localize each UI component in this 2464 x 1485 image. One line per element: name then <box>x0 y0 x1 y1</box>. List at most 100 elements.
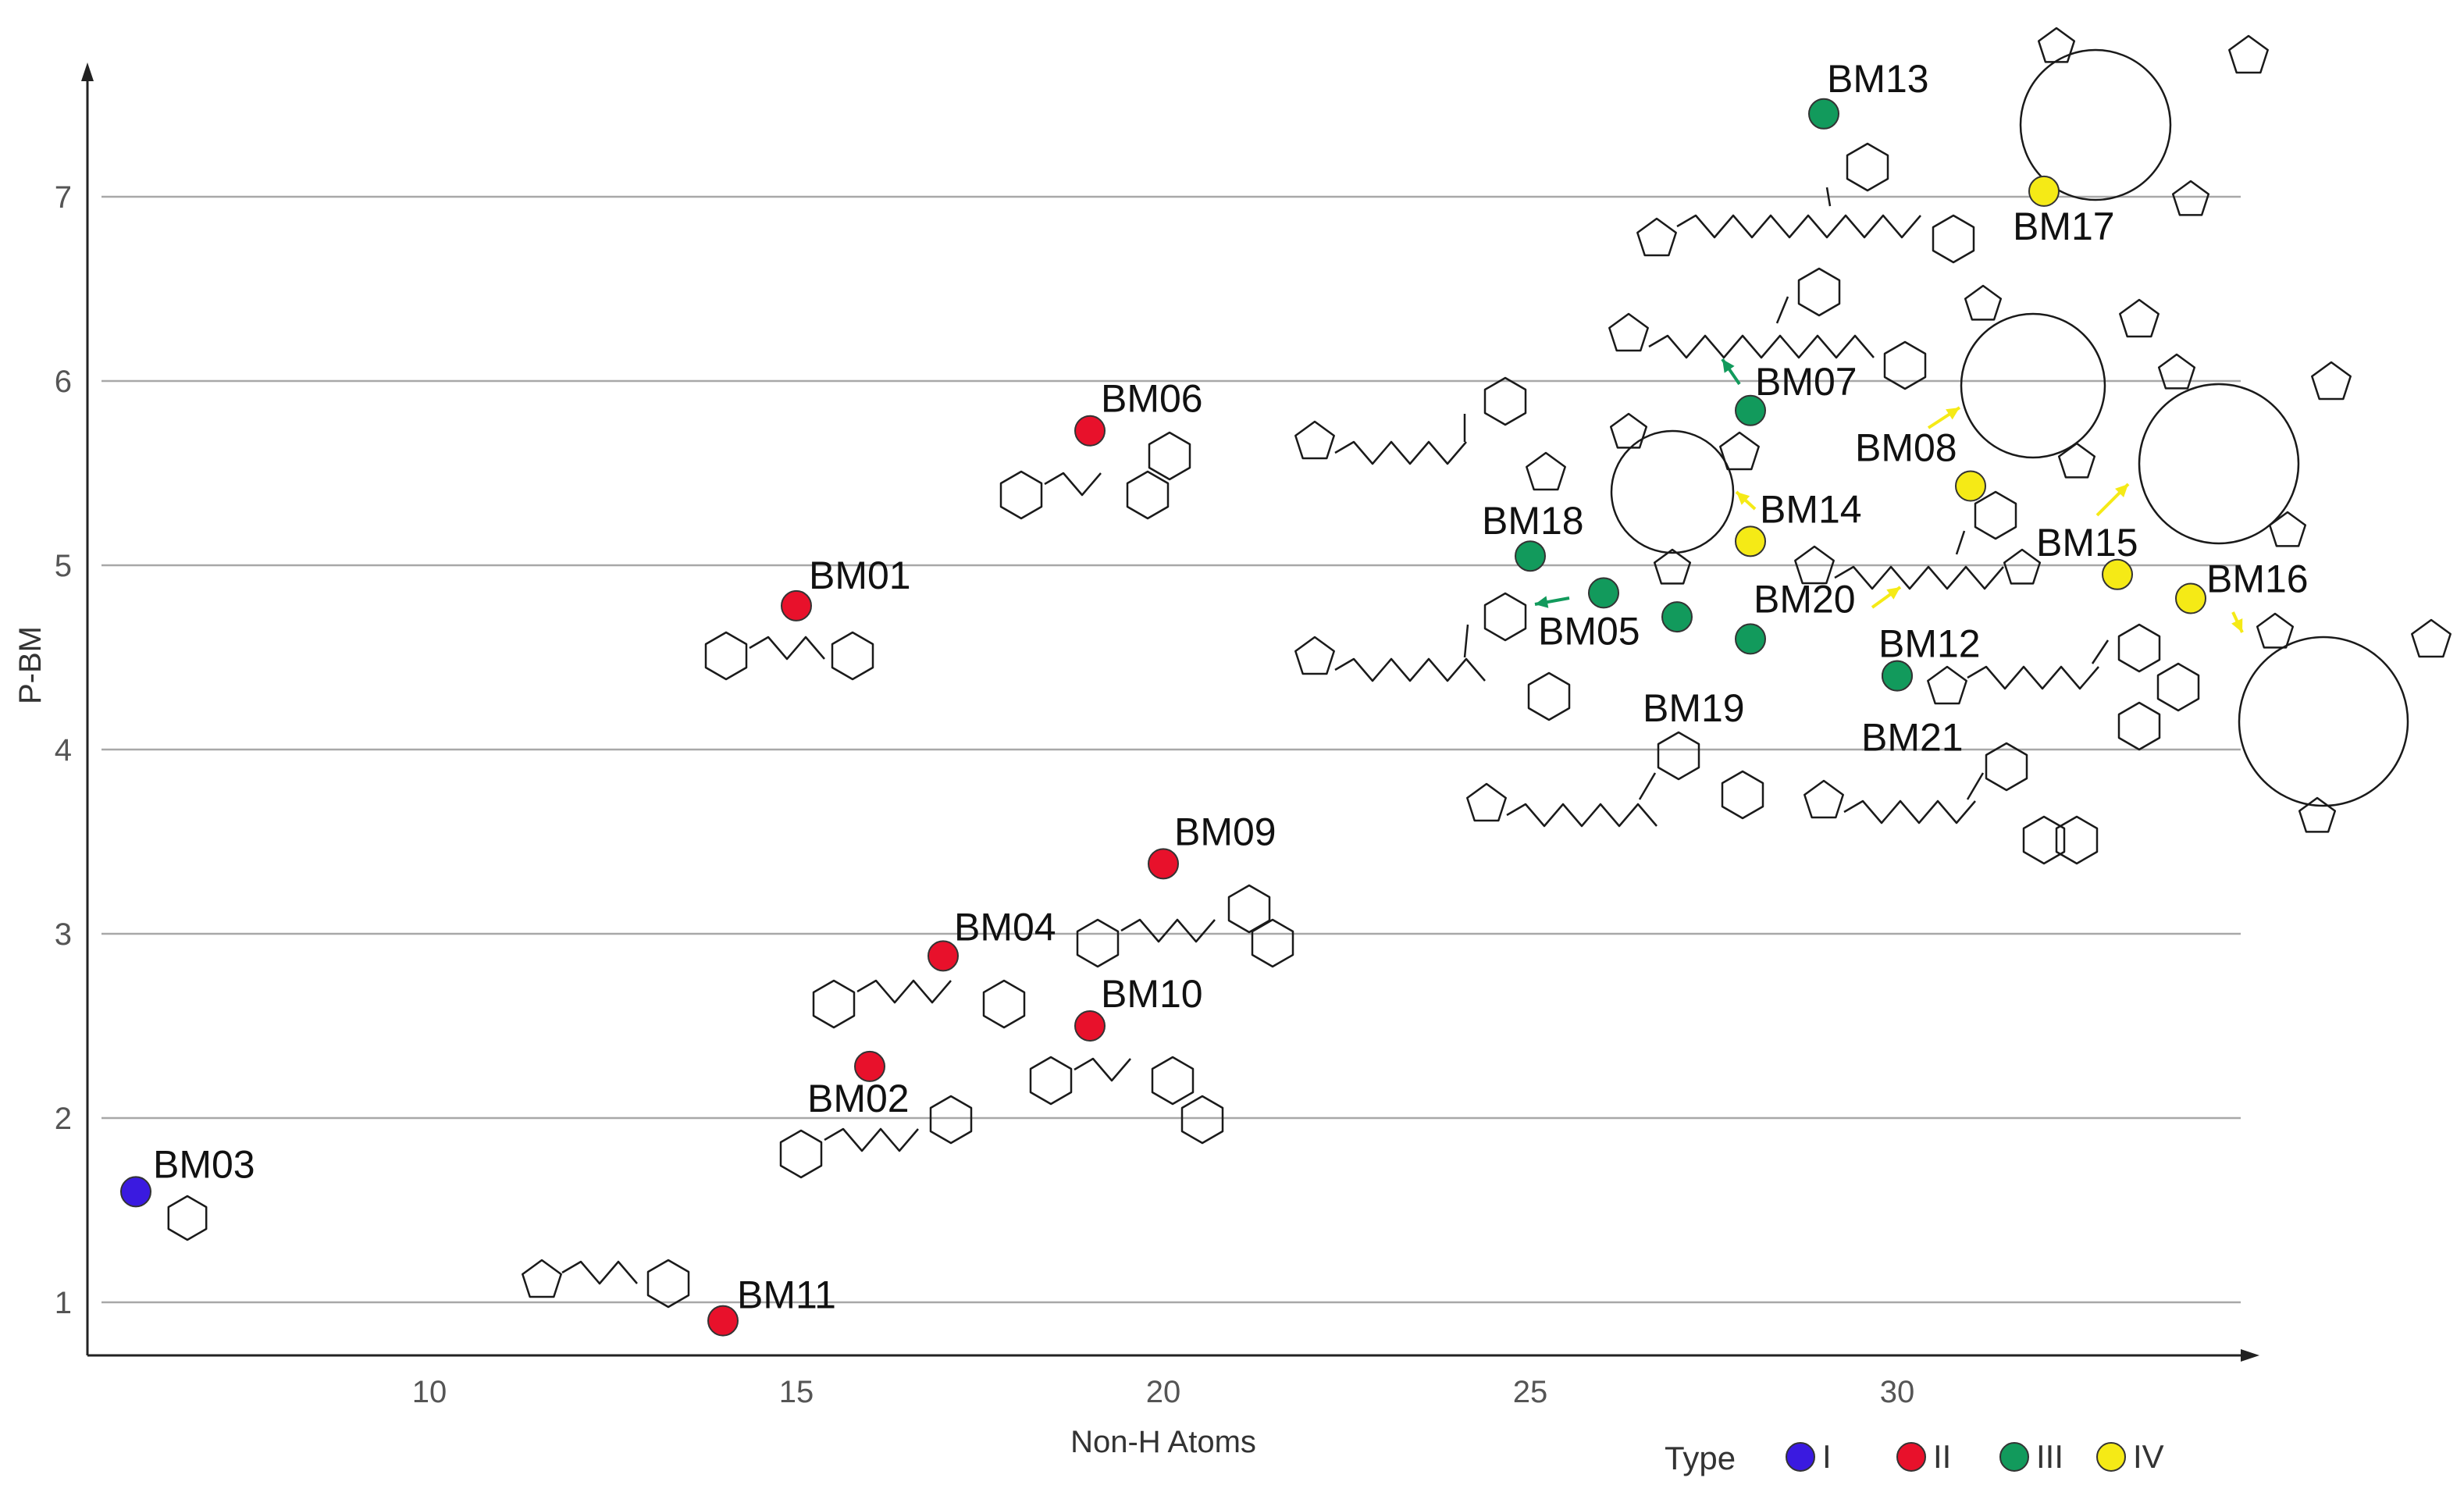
scatter-point <box>1148 848 1179 880</box>
hexagon-ring-icon <box>1974 490 2017 540</box>
hexagon-ring-icon <box>1029 1056 1073 1106</box>
point-label: BM03 <box>153 1142 255 1186</box>
bond-line <box>1775 296 1789 324</box>
pentagon-ring-icon <box>1608 312 1649 352</box>
pentagon-ring-icon <box>1803 779 1844 819</box>
legend: Type I II III IV <box>1665 1438 2164 1476</box>
alkyl-chain <box>1967 665 2099 690</box>
hexagon-ring-icon <box>167 1195 208 1241</box>
pentagon-ring-icon <box>2411 618 2452 658</box>
alkyl-chain <box>1334 657 1486 682</box>
bond-line <box>1825 187 1832 207</box>
hexagon-ring-icon <box>646 1259 690 1309</box>
point-label: BM07 <box>1755 360 1857 404</box>
scatter-point <box>1588 577 1619 609</box>
point-label: BM04 <box>954 905 1056 949</box>
scatter-point <box>1661 601 1693 633</box>
pentagon-ring-icon <box>2057 442 2096 479</box>
x-tick-label: 10 <box>412 1375 447 1409</box>
x-tick-label: 20 <box>1146 1375 1181 1409</box>
x-axis-arrowhead <box>2241 1349 2259 1362</box>
scatter-point <box>1808 98 1839 130</box>
alkyl-chain <box>749 636 825 661</box>
pentagon-ring-icon <box>1927 665 1967 705</box>
pointer-arrowhead <box>2115 484 2128 497</box>
x-tick-label: 25 <box>1513 1375 1548 1409</box>
pointer-arrowhead <box>2231 618 2243 632</box>
scatter-point <box>120 1176 151 1208</box>
bond-line <box>2091 639 2110 664</box>
hexagon-ring-icon <box>1527 671 1571 721</box>
hexagon-ring-icon <box>779 1129 823 1179</box>
point-label: BM19 <box>1643 686 1745 730</box>
hexagon-ring-icon <box>982 979 1026 1029</box>
y-axis-ticks: 1 2 3 4 5 6 7 <box>55 180 72 1320</box>
pentagon-ring-icon <box>2037 27 2076 63</box>
hexagon-ring-icon <box>1251 918 1294 968</box>
scatter-point <box>1882 660 1913 692</box>
point-label: BM21 <box>1861 716 1964 760</box>
scatter-point <box>1955 470 1986 502</box>
point-label: BM15 <box>2036 521 2138 564</box>
alkyl-chain <box>1506 803 1658 828</box>
hexagon-ring-icon <box>1932 214 1975 264</box>
pointer-arrowhead <box>1535 596 1549 608</box>
point-label: BM17 <box>2013 205 2115 248</box>
alkyl-chain <box>824 1127 919 1152</box>
hexagon-ring-icon <box>1076 918 1120 968</box>
pentagon-ring-icon <box>1294 420 1335 460</box>
pentagon-ring-icon <box>2119 298 2160 338</box>
bond-line <box>1463 624 1469 658</box>
data-points: BM03 BM11 BM01 BM02 BM04 BM06 BM10 BM09 BM18 BM05… <box>120 57 2309 1337</box>
gridlines <box>101 195 2241 1304</box>
point-label: BM10 <box>1101 972 1203 1016</box>
hexagon-ring-icon <box>2117 701 2161 751</box>
alkyl-chain <box>1044 472 1102 497</box>
pentagon-ring-icon <box>1466 782 1507 822</box>
point-label: BM01 <box>809 554 911 597</box>
point-label: BM06 <box>1101 377 1203 421</box>
scatter-point <box>1735 623 1766 655</box>
x-axis-label: Non-H Atoms <box>1070 1425 1256 1459</box>
hexagon-ring-icon <box>2156 662 2200 712</box>
point-label: BM02 <box>807 1077 910 1120</box>
legend-marker <box>1896 1442 1926 1472</box>
hexagon-ring-icon <box>2022 815 2066 865</box>
scatter-point <box>2175 582 2206 614</box>
hexagon-ring-icon <box>812 979 856 1029</box>
scatter-point <box>1735 525 1766 557</box>
hexagon-ring-icon <box>1721 770 1764 820</box>
hexagon-ring-icon <box>1483 376 1527 426</box>
point-label: BM13 <box>1827 57 1929 101</box>
pentagon-ring-icon <box>2298 796 2337 833</box>
hexagon-ring-icon <box>831 631 874 681</box>
pointer-arrowhead <box>1722 359 1735 373</box>
hexagon-ring-icon <box>2117 623 2161 673</box>
scatter-point <box>707 1305 739 1337</box>
pentagon-ring-icon <box>1526 451 1566 491</box>
scatter-point <box>1735 394 1766 426</box>
alkyl-chain <box>1648 334 1875 359</box>
point-label: BM18 <box>1482 499 1584 543</box>
hexagon-ring-icon <box>704 631 748 681</box>
bond-line <box>1966 772 1985 800</box>
pentagon-ring-icon <box>2157 353 2196 390</box>
y-tick-label: 4 <box>55 733 72 767</box>
y-tick-label: 6 <box>55 365 72 399</box>
legend-entry-label: I <box>1822 1438 1832 1475</box>
pentagon-ring-icon <box>1794 545 1835 585</box>
scatter-point <box>854 1050 885 1082</box>
y-axis-arrowhead <box>81 62 94 81</box>
alkyl-chain <box>561 1260 638 1285</box>
legend-marker <box>2096 1442 2126 1472</box>
pentagon-ring-icon <box>2268 511 2307 547</box>
bond-line <box>1955 530 1966 555</box>
hexagon-ring-icon <box>1797 267 1841 317</box>
legend-entry-label: III <box>2036 1438 2063 1475</box>
pentagon-ring-icon <box>2256 612 2295 649</box>
hexagon-ring-icon <box>1148 431 1191 481</box>
pentagon-ring-icon <box>522 1259 562 1298</box>
alkyl-chain <box>1334 440 1467 465</box>
hexagon-ring-icon <box>2055 815 2099 865</box>
x-tick-label: 30 <box>1880 1375 1915 1409</box>
